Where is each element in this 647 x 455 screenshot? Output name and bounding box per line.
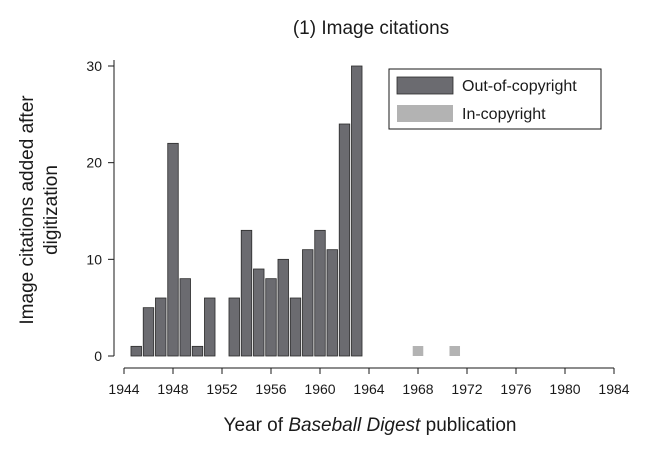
x-tick-label-1976: 1976	[500, 381, 531, 397]
y-axis-title: Image citations added after digitization	[17, 95, 62, 325]
x-axis-title-suffix: publication	[420, 415, 516, 436]
bar-out-of-copyright-1946	[142, 307, 155, 357]
x-tick-label-1952: 1952	[206, 381, 237, 397]
legend-swatch-in-copyright	[397, 105, 453, 122]
x-tick-label-1960: 1960	[304, 381, 335, 397]
x-axis-title-prefix: Year of	[224, 415, 289, 436]
legend-label-out-of-copyright: Out-of-copyright	[462, 78, 577, 95]
legend-label-in-copyright: In-copyright	[462, 106, 546, 123]
bar-out-of-copyright-1963	[351, 65, 363, 357]
x-tick-label-1948: 1948	[157, 381, 188, 397]
bar-in-copyright-1971	[449, 346, 461, 356]
x-axis-title-italic: Baseball Digest	[288, 415, 421, 436]
x-tick-label-1964: 1964	[353, 381, 384, 397]
bar-out-of-copyright-1949	[179, 278, 191, 357]
bar-out-of-copyright-1959	[302, 249, 314, 357]
y-tick-label-0: 0	[94, 348, 102, 364]
bar-in-copyright-1968	[412, 346, 424, 356]
bars-group	[130, 65, 461, 357]
x-tick-label-1968: 1968	[402, 381, 433, 397]
bar-out-of-copyright-1958	[289, 297, 302, 357]
bar-out-of-copyright-1947	[155, 297, 167, 357]
legend-swatch-out-of-copyright	[396, 76, 454, 95]
bar-out-of-copyright-1961	[326, 249, 338, 357]
legend: Out-of-copyright In-copyright	[388, 68, 602, 130]
x-tick-label-1984: 1984	[598, 381, 629, 397]
bar-out-of-copyright-1954	[240, 229, 253, 357]
x-tick-label-1956: 1956	[255, 381, 286, 397]
x-tick-label-1972: 1972	[451, 381, 482, 397]
bar-out-of-copyright-1960	[314, 229, 326, 357]
bar-out-of-copyright-1945	[130, 345, 142, 357]
y-axis-title-line-2: digitization	[41, 165, 62, 255]
bar-out-of-copyright-1953	[228, 297, 240, 357]
chart-title: (1) Image citations	[293, 18, 449, 39]
x-tick-label-1944: 1944	[108, 381, 139, 397]
bar-out-of-copyright-1955	[253, 268, 265, 357]
axes-group: 0 10 20 30 1944 1948 1952 1956 1960 1964 1968 1972 1…	[86, 58, 629, 397]
y-axis-title-line-1: Image citations added after	[17, 95, 38, 325]
bar-out-of-copyright-1948	[167, 142, 179, 357]
bar-out-of-copyright-1962	[338, 123, 351, 357]
y-tick-label-30: 30	[86, 58, 102, 74]
x-axis-title: Year of Baseball Digest publication	[224, 415, 517, 436]
bar-out-of-copyright-1950	[191, 345, 204, 357]
x-tick-label-1980: 1980	[549, 381, 580, 397]
y-tick-label-10: 10	[86, 251, 102, 267]
y-tick-label-20: 20	[86, 155, 102, 171]
bar-out-of-copyright-1957	[277, 258, 289, 357]
bar-out-of-copyright-1956	[265, 278, 277, 357]
bar-out-of-copyright-1951	[204, 297, 216, 357]
